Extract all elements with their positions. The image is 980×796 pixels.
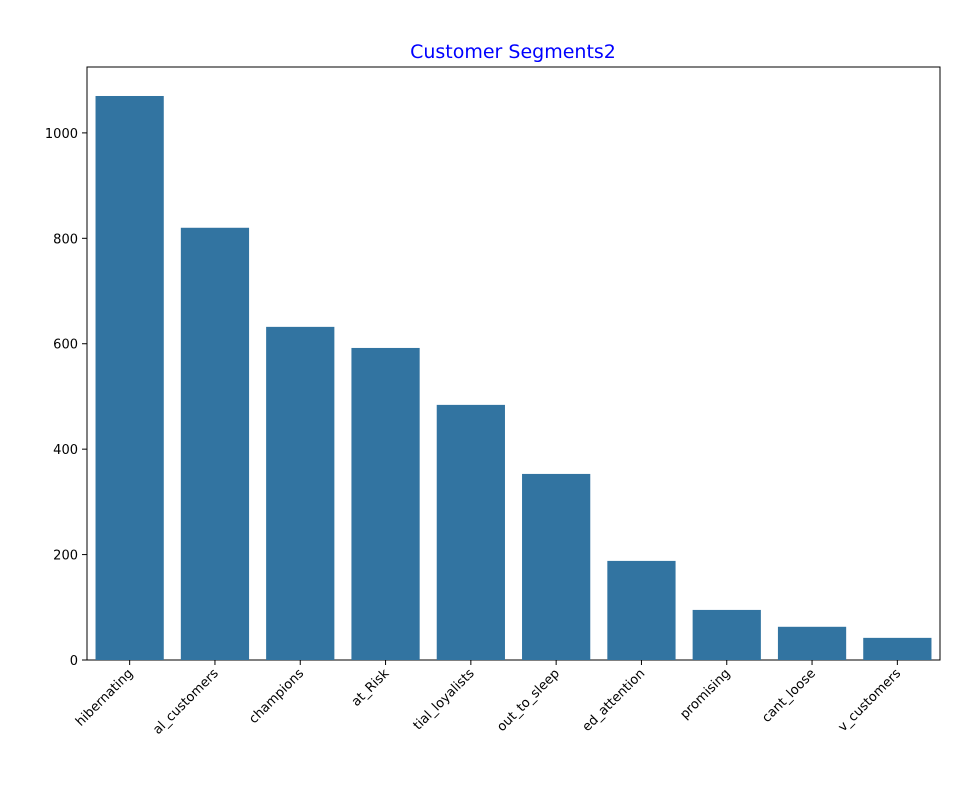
bar — [777, 626, 847, 660]
x-tick-label: at_Risk — [349, 666, 393, 710]
y-tick-label: 0 — [70, 654, 78, 669]
y-tick-label: 1000 — [45, 127, 78, 142]
y-tick-label: 800 — [53, 232, 78, 247]
x-tick-label: out_to_sleep — [494, 666, 563, 735]
x-tick-label: ed_attention — [580, 666, 649, 735]
y-tick-label: 400 — [53, 443, 78, 458]
x-tick-label: champions — [246, 666, 307, 727]
y-tick-label: 600 — [53, 338, 78, 353]
bar — [692, 609, 761, 660]
x-tick-label: cant_loose — [759, 666, 819, 726]
bar — [522, 473, 591, 660]
bar — [266, 326, 335, 660]
x-tick-label: al_customers — [150, 666, 222, 738]
x-tick-label: hibernating — [73, 666, 136, 729]
y-tick-label: 200 — [53, 549, 78, 564]
x-tick-label: v_customers — [835, 666, 904, 735]
bar — [607, 560, 676, 660]
bar — [180, 227, 250, 660]
x-tick-label: promising — [677, 666, 733, 722]
chart-title: Customer Segments2 — [410, 41, 616, 63]
x-tick-label: tial_loyalists — [411, 666, 478, 733]
bar — [863, 637, 932, 660]
bar — [436, 404, 505, 660]
plot-frame — [86, 66, 941, 661]
bar — [95, 95, 164, 661]
bar — [351, 347, 420, 660]
